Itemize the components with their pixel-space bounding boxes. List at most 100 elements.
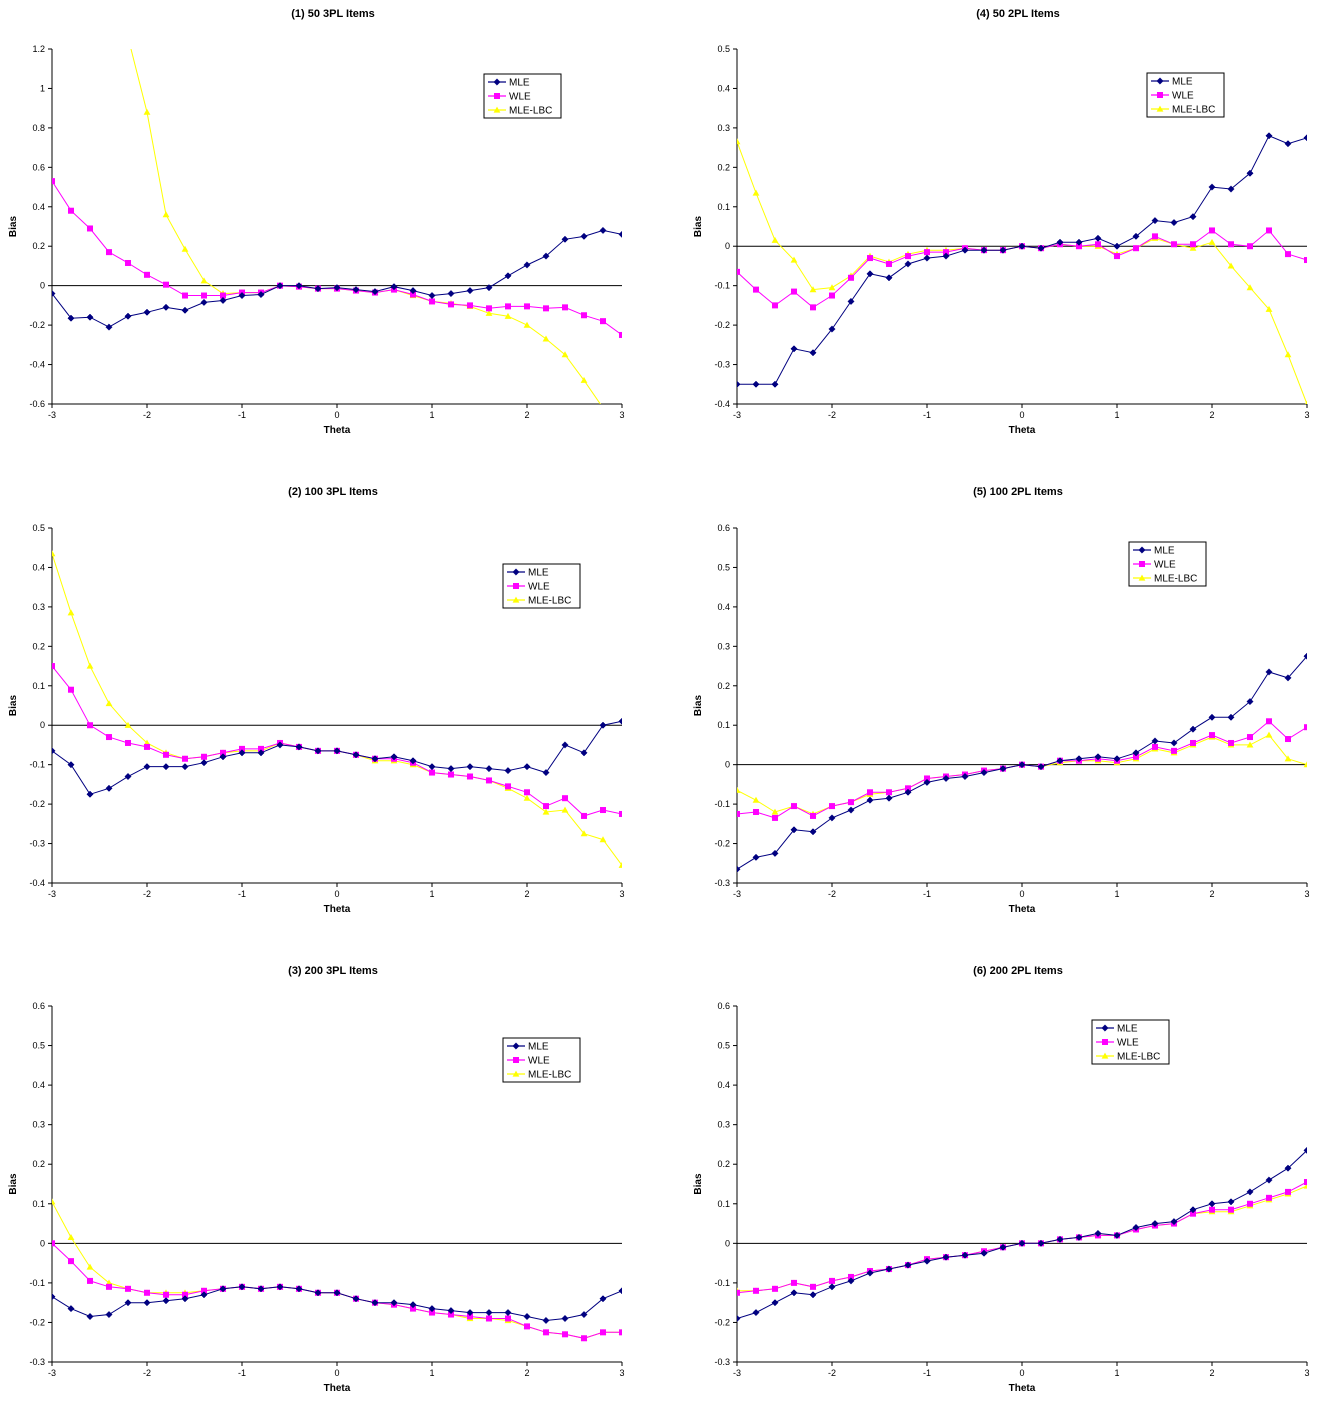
data-point-marker [276,282,284,290]
y-axis-label: Bias [693,216,704,238]
series-line [737,720,1307,819]
series-line [52,720,622,795]
y-tick-label: 0.4 [32,562,45,572]
data-point-marker [961,1251,969,1259]
data-point-marker [790,1289,798,1297]
data-point-marker [124,312,132,320]
y-tick-label: -0.2 [29,1317,45,1327]
data-point-marker [1265,668,1273,676]
data-point-marker [600,807,606,814]
y-tick-label: -0.2 [29,799,45,809]
data-point-marker [924,775,930,782]
y-tick-label: 0.3 [717,641,730,651]
data-point-marker [1113,242,1121,250]
data-point-marker [105,700,113,707]
x-tick-label: 0 [1019,1368,1024,1378]
data-point-marker [809,828,817,836]
data-point-marker [1056,1235,1064,1243]
data-point-marker [737,1314,741,1323]
data-point-marker [618,717,622,725]
data-series [52,178,622,338]
data-point-marker [333,284,341,292]
x-tick-label: 2 [524,410,529,420]
data-point-marker [561,351,569,358]
legend-label: WLE [1154,560,1176,571]
data-point-marker [410,1305,416,1312]
data-point-marker [181,245,189,252]
data-point-marker [466,1309,474,1317]
data-point-marker [105,784,113,792]
data-point-marker [619,430,626,436]
data-point-marker [737,380,741,388]
data-point-marker [1227,1198,1235,1206]
data-point-marker [105,1310,113,1319]
x-axis-label: Theta [1009,1383,1036,1394]
y-tick-label: 0.5 [717,562,730,572]
data-point-marker [809,286,817,293]
chart-title: (5) 100 2PL Items [973,486,1063,498]
data-point-marker [1189,213,1197,221]
x-tick-label: -1 [238,889,246,899]
data-point-marker [1133,753,1139,760]
x-tick-label: -3 [48,410,56,420]
data-point-marker [314,747,322,755]
data-point-marker [1151,737,1159,745]
data-point-marker [619,810,622,817]
data-point-marker [561,806,569,813]
data-point-marker [1247,243,1253,250]
data-point-marker [523,1312,531,1321]
data-point-marker [543,1329,549,1336]
data-point-marker [1018,1239,1026,1247]
data-point-marker [599,836,607,843]
data-point-marker [448,1311,454,1318]
data-point-marker [1018,761,1026,769]
y-tick-label: -0.1 [29,760,45,770]
data-point-marker [106,734,112,741]
data-point-marker [848,1273,854,1280]
data-point-marker [86,790,94,798]
data-point-marker [1152,233,1158,240]
chart-legend: MLE WLE MLE-LBC [1128,541,1207,587]
data-point-marker [737,1289,740,1296]
data-point-marker [429,298,435,305]
data-point-marker [512,1070,520,1077]
data-point-marker [1265,1176,1273,1184]
series-line [737,135,1307,385]
data-point-marker [504,272,512,280]
x-tick-label: -1 [923,1368,931,1378]
chart-legend: MLE WLE MLE-LBC [483,73,562,119]
chart-panel: (5) 100 2PL Items -0.3 -0.2 -0.1 0 0.1 0.2 0.3 0… [693,486,1310,915]
y-tick-label: 0.1 [32,1199,45,1209]
data-point-marker [1037,244,1045,252]
legend-label: WLE [509,92,531,103]
data-point-marker [923,778,931,786]
data-series [737,1182,1307,1294]
data-point-marker [505,303,511,310]
data-point-marker [52,1198,56,1205]
y-tick-label: 0.4 [717,602,730,612]
y-tick-label: 0.5 [32,1041,45,1051]
data-point-marker [257,290,265,299]
data-point-marker [772,302,778,309]
x-tick-label: -1 [923,889,931,899]
y-tick-label: 0 [725,760,730,770]
data-point-marker [847,806,855,814]
data-point-marker [466,763,474,771]
data-point-marker [828,814,836,822]
data-point-marker [961,772,969,781]
y-tick-label: -0.3 [714,1357,730,1367]
y-tick-label: -0.2 [714,839,730,849]
data-point-marker [371,755,379,763]
data-point-marker [52,178,55,185]
chart-title: (1) 50 3PL Items [291,8,375,20]
data-point-marker [182,755,188,762]
y-tick-label: 0.2 [717,1159,730,1169]
data-point-marker [980,1249,988,1257]
x-tick-label: 3 [619,410,624,420]
x-tick-label: -2 [828,889,836,899]
data-point-marker [201,292,207,299]
data-point-marker [162,763,170,771]
data-point-marker [847,297,855,305]
data-point-marker [562,795,568,802]
data-point-marker [182,1291,188,1298]
